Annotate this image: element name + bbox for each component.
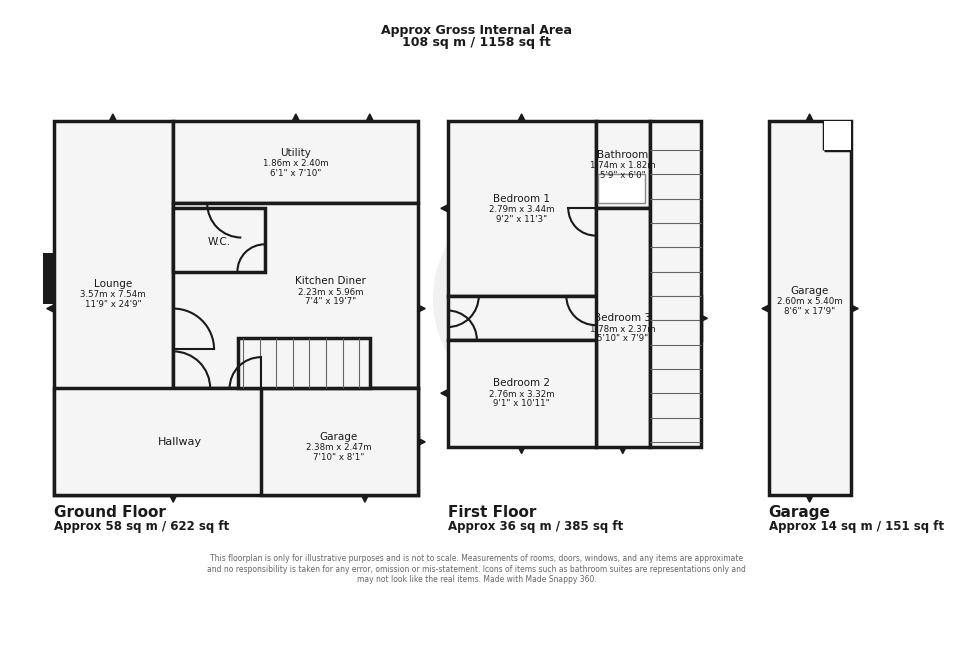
Bar: [448, 121, 596, 296]
Text: Approx 14 sq m / 151 sq ft: Approx 14 sq m / 151 sq ft: [768, 520, 944, 533]
Polygon shape: [852, 305, 858, 312]
Bar: [768, 121, 852, 495]
Text: 5'9" x 6'0": 5'9" x 6'0": [600, 171, 646, 180]
Text: 6'1" x 7'10": 6'1" x 7'10": [270, 169, 321, 178]
Text: 5'10" x 7'9": 5'10" x 7'9": [597, 334, 649, 343]
Text: 7'10" x 8'1": 7'10" x 8'1": [313, 453, 365, 462]
Polygon shape: [518, 114, 525, 121]
Bar: [596, 209, 650, 447]
Polygon shape: [292, 114, 299, 121]
Text: First Floor: First Floor: [448, 505, 536, 520]
Polygon shape: [418, 438, 425, 445]
Bar: [650, 121, 701, 447]
Text: Approx Gross Internal Area: Approx Gross Internal Area: [381, 24, 572, 37]
Bar: [261, 388, 418, 495]
Polygon shape: [418, 305, 425, 312]
Bar: [173, 121, 418, 203]
Bar: [599, 174, 645, 203]
Text: 108 sq m / 1158 sq ft: 108 sq m / 1158 sq ft: [403, 36, 551, 49]
Text: Utility: Utility: [280, 148, 312, 158]
Text: JR: JR: [481, 234, 605, 324]
Text: Approx 36 sq m / 385 sq ft: Approx 36 sq m / 385 sq ft: [448, 520, 623, 533]
Text: W.C.: W.C.: [208, 238, 230, 247]
Text: 2.76m x 3.32m: 2.76m x 3.32m: [489, 390, 555, 399]
Polygon shape: [761, 305, 768, 312]
Text: Bedroom 2: Bedroom 2: [493, 378, 550, 388]
Polygon shape: [170, 495, 176, 502]
Polygon shape: [367, 114, 373, 121]
Text: Bedroom 3: Bedroom 3: [594, 313, 652, 323]
Bar: [173, 209, 265, 272]
Bar: [238, 338, 369, 388]
Polygon shape: [362, 495, 368, 502]
Polygon shape: [807, 495, 813, 502]
Text: Garage: Garage: [791, 286, 829, 296]
Text: 9'2" x 11'3": 9'2" x 11'3": [496, 215, 547, 224]
Polygon shape: [518, 447, 525, 453]
Polygon shape: [441, 205, 448, 212]
Bar: [173, 203, 418, 388]
Text: 8'6" x 17'9": 8'6" x 17'9": [784, 307, 835, 316]
Text: 2.60m x 5.40m: 2.60m x 5.40m: [777, 297, 843, 306]
Text: 3.57m x 7.54m: 3.57m x 7.54m: [80, 290, 146, 299]
Bar: [54, 388, 418, 495]
Text: Bathroom: Bathroom: [597, 150, 649, 160]
Bar: [448, 296, 701, 340]
Polygon shape: [701, 315, 708, 322]
Text: 2.79m x 3.44m: 2.79m x 3.44m: [489, 205, 555, 214]
Polygon shape: [110, 114, 117, 121]
Text: 1.86m x 2.40m: 1.86m x 2.40m: [263, 159, 328, 168]
Text: Kitchen Diner: Kitchen Diner: [295, 276, 367, 286]
Text: 11'9" x 24'9": 11'9" x 24'9": [84, 300, 141, 309]
Text: PROPERTIES: PROPERTIES: [485, 319, 601, 337]
Polygon shape: [47, 305, 54, 312]
Polygon shape: [441, 390, 448, 397]
Bar: [43, 253, 55, 304]
Bar: [596, 121, 650, 209]
Text: This floorplan is only for illustrative purposes and is not to scale. Measuremen: This floorplan is only for illustrative …: [208, 555, 746, 584]
Text: 9'1" x 10'11": 9'1" x 10'11": [493, 399, 550, 409]
Bar: [824, 121, 852, 150]
Polygon shape: [619, 447, 626, 453]
Bar: [54, 121, 173, 495]
Bar: [448, 340, 596, 447]
Text: Lounge: Lounge: [94, 279, 132, 290]
Text: Bedroom 1: Bedroom 1: [493, 193, 550, 203]
Text: Ground Floor: Ground Floor: [54, 505, 166, 520]
Text: 7'4" x 19'7": 7'4" x 19'7": [305, 297, 357, 306]
Text: 1.74m x 1.82m: 1.74m x 1.82m: [590, 161, 656, 170]
Text: Approx 58 sq m / 622 sq ft: Approx 58 sq m / 622 sq ft: [54, 520, 228, 533]
Text: Garage: Garage: [319, 432, 358, 442]
Text: Garage: Garage: [768, 505, 831, 520]
Text: 2.38m x 2.47m: 2.38m x 2.47m: [306, 443, 371, 452]
Text: Hallway: Hallway: [158, 437, 202, 447]
Text: 1.78m x 2.37m: 1.78m x 2.37m: [590, 324, 656, 334]
Text: 2.23m x 5.96m: 2.23m x 5.96m: [298, 288, 364, 297]
Polygon shape: [807, 114, 813, 121]
Circle shape: [433, 187, 657, 411]
